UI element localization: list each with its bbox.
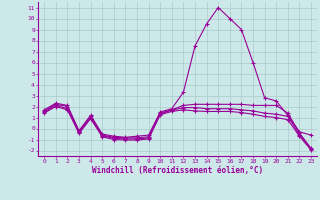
X-axis label: Windchill (Refroidissement éolien,°C): Windchill (Refroidissement éolien,°C) <box>92 166 263 175</box>
